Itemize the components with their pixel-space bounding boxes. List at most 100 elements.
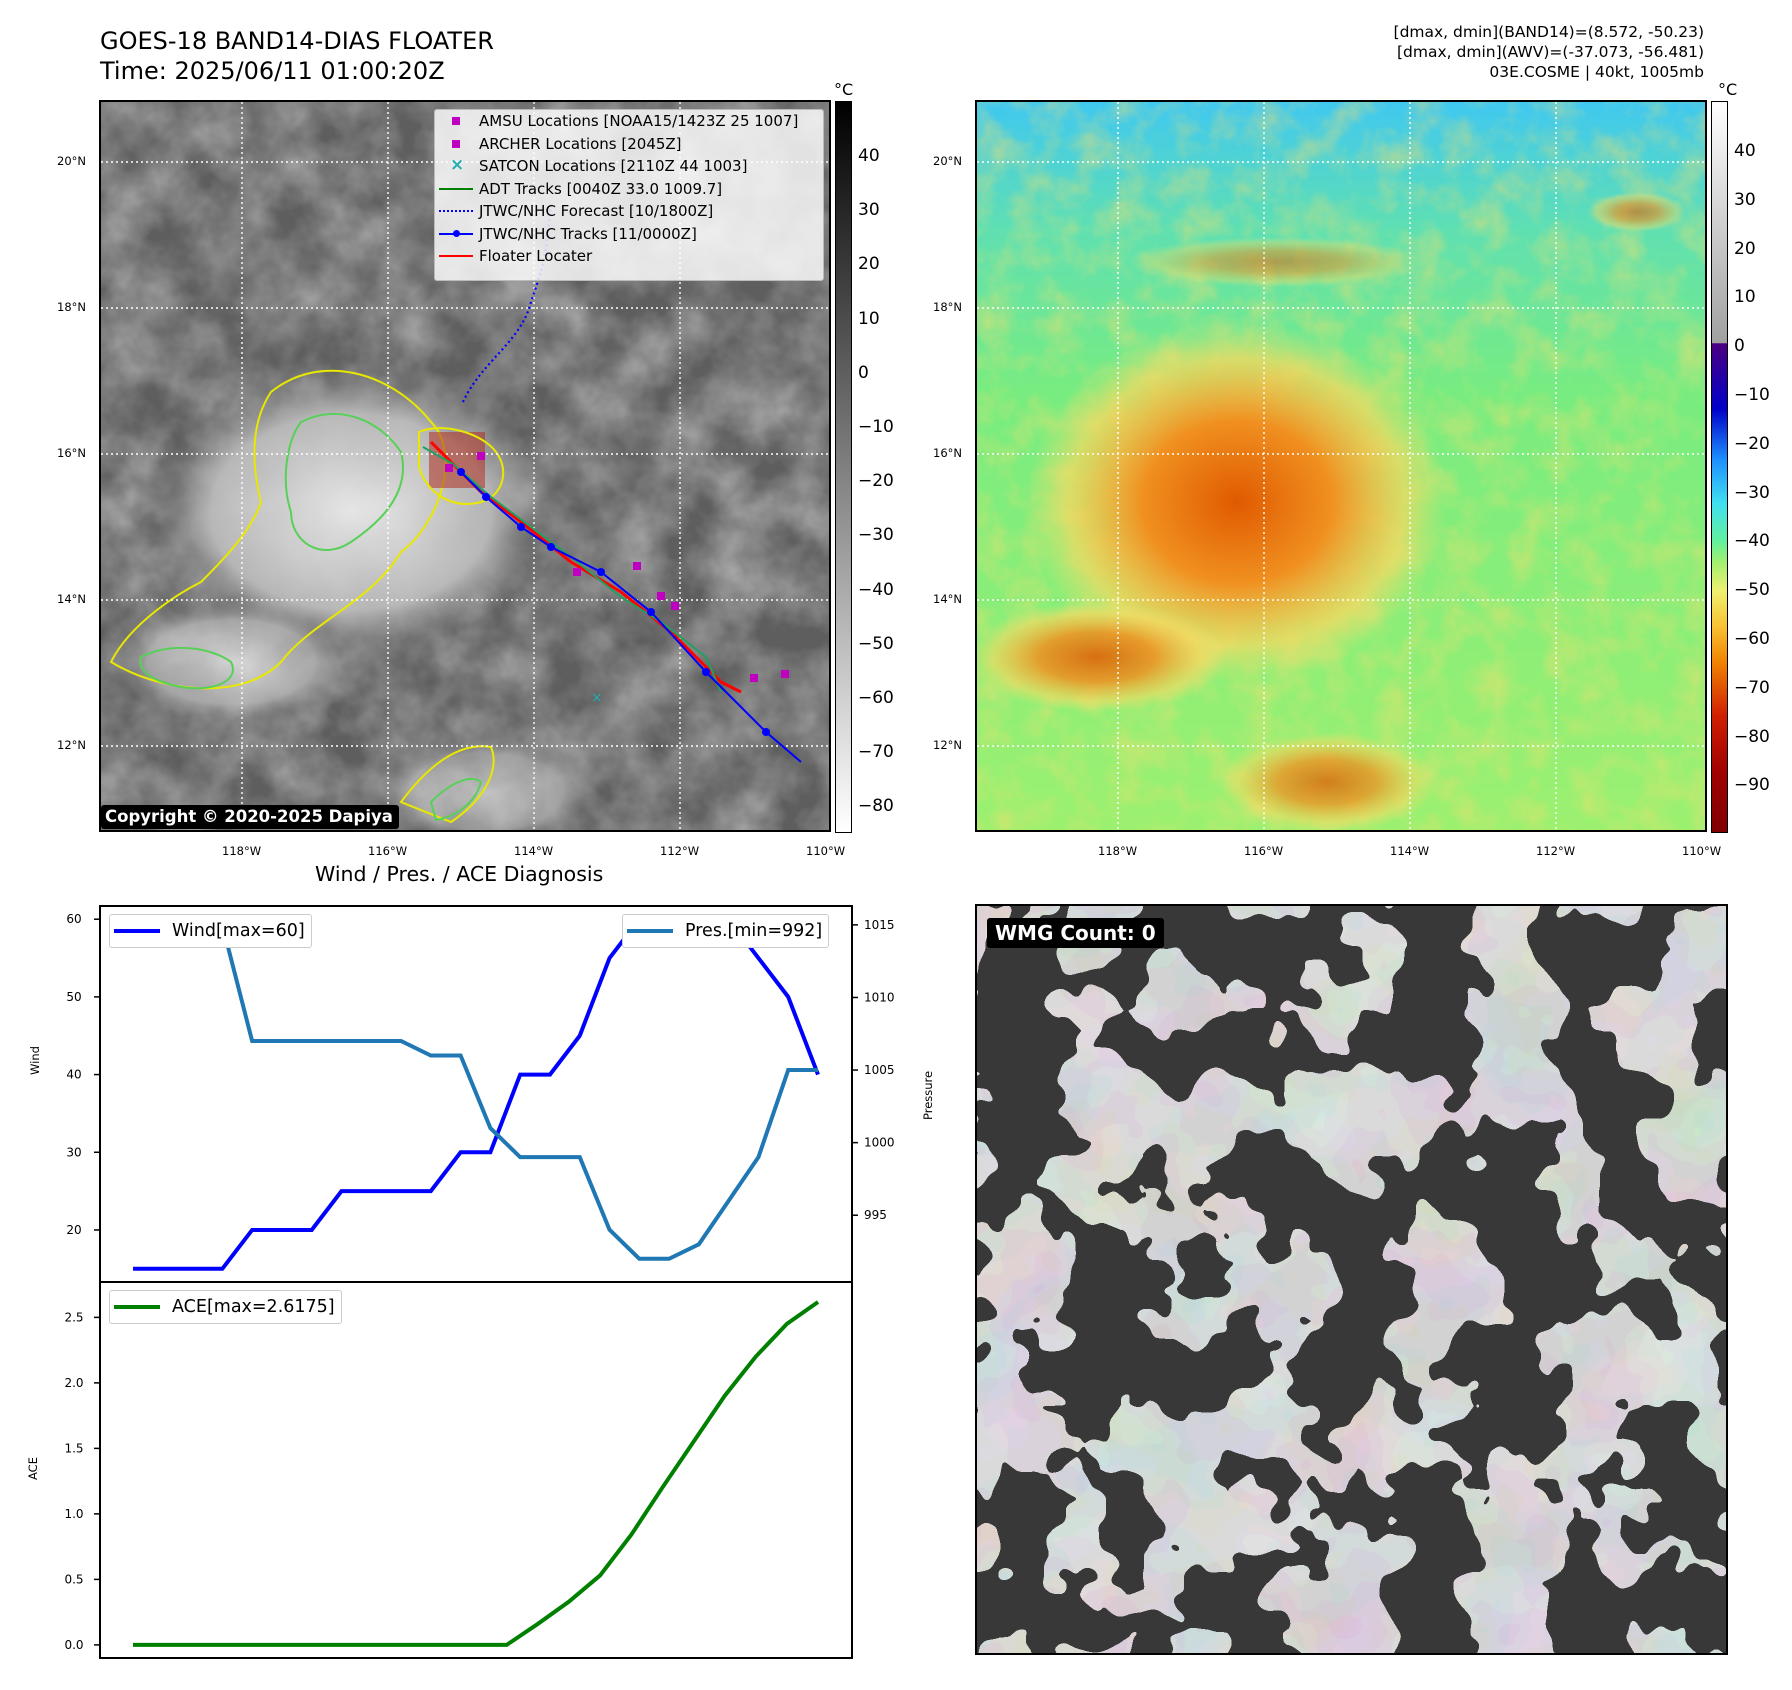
ir-legend-label: Floater Locater — [479, 247, 593, 266]
ir-legend-item: × SATCON Locations [2110Z 44 1003] — [435, 155, 823, 178]
ace-axis-label: ACE — [26, 1457, 40, 1480]
pressure-ytick-label: 1010 — [864, 990, 895, 1004]
ir-colorbar-tick: −50 — [858, 633, 894, 654]
pressure-ytick-label: 1005 — [864, 1063, 895, 1077]
info-awv: [dmax, dmin](AWV)=(-37.073, -56.481) — [1397, 43, 1704, 61]
wv-colorbar-tick: 30 — [1734, 189, 1756, 210]
wind-axis-label: Wind — [28, 1046, 42, 1075]
ir-colorbar-tick: −20 — [858, 471, 894, 492]
ir-colorbar-tick: −70 — [858, 742, 894, 763]
ir-lon-tick: 116°W — [368, 844, 408, 858]
ir-legend-item: ARCHER Locations [2045Z] — [435, 133, 823, 156]
diagnosis-title: Wind / Pres. / ACE Diagnosis — [315, 862, 604, 886]
wv-colorbar-tick: 40 — [1734, 141, 1756, 161]
ir-lat-tick: 18°N — [57, 300, 86, 314]
wv-lon-tick: 112°W — [1536, 844, 1576, 858]
ir-legend-label: AMSU Locations [NOAA15/1423Z 25 1007] — [479, 112, 799, 131]
ir-colorbar-tick: −40 — [858, 579, 894, 600]
ir-lat-tick: 14°N — [57, 592, 86, 606]
wind-legend-swatch — [114, 929, 160, 933]
wv-colorbar-tick: −80 — [1734, 726, 1770, 747]
ir-colorbar-tick: −80 — [858, 796, 894, 817]
ir-legend-item: Floater Locater — [435, 245, 823, 268]
ir-map-panel: × AMSU Locations [NOAA15/1423Z 25 1007] A… — [99, 100, 831, 832]
ir-colorbar-tick: −30 — [858, 525, 894, 546]
wv-lon-tick: 118°W — [1098, 844, 1138, 858]
ir-legend-item: AMSU Locations [NOAA15/1423Z 25 1007] — [435, 110, 823, 133]
svg-text:×: × — [591, 690, 603, 706]
ir-legend: AMSU Locations [NOAA15/1423Z 25 1007] ARC… — [434, 109, 824, 281]
ace-ytick-label: 0.5 — [64, 1572, 83, 1586]
ir-colorbar-unit: °C — [834, 80, 854, 99]
wind-ytick-label: 50 — [66, 990, 81, 1004]
wind-ytick-label: 20 — [66, 1223, 81, 1237]
wv-lon-tick: 114°W — [1390, 844, 1430, 858]
wmg-image — [977, 906, 1726, 1653]
ir-legend-symbol — [439, 223, 473, 245]
wind-legend: Wind[max=60] — [109, 914, 312, 948]
ace-ytick-label: 2.0 — [64, 1376, 83, 1390]
ace-ytick-label: 0.0 — [64, 1638, 83, 1652]
wv-lat-tick: 20°N — [933, 154, 962, 168]
ace-axes — [99, 1281, 853, 1659]
wv-colorbar-tick: 10 — [1734, 287, 1756, 308]
chart-timestamp: Time: 2025/06/11 01:00:20Z — [100, 57, 445, 85]
ir-lat-tick: 20°N — [57, 154, 86, 168]
pressure-axis-label: Pressure — [921, 1070, 935, 1120]
ace-ytick-label: 1.0 — [64, 1507, 83, 1521]
wv-colorbar-tick: −10 — [1734, 385, 1770, 405]
ir-colorbar-tick: −60 — [858, 688, 894, 708]
wv-map-image — [977, 102, 1705, 830]
info-band14: [dmax, dmin](BAND14)=(8.572, -50.23) — [1393, 23, 1704, 41]
ir-colorbar-tick: 0 — [858, 362, 869, 383]
wv-colorbar-tick: 20 — [1734, 238, 1756, 259]
wind-ytick-label: 30 — [66, 1145, 81, 1159]
ir-legend-item: ADT Tracks [0040Z 33.0 1009.7] — [435, 178, 823, 201]
wv-lon-tick: 116°W — [1244, 844, 1284, 858]
wv-lat-tick: 16°N — [933, 446, 962, 460]
wv-colorbar-tick: −90 — [1734, 775, 1770, 796]
ir-legend-symbol — [439, 133, 473, 155]
ir-colorbar-tick: −10 — [858, 417, 894, 437]
ir-lon-tick: 110°W — [806, 844, 846, 858]
pressure-legend-swatch — [627, 929, 673, 933]
pressure-legend-label: Pres.[min=992] — [685, 921, 823, 941]
wv-colorbar-tick: −20 — [1734, 433, 1770, 454]
wind-legend-label: Wind[max=60] — [172, 921, 305, 941]
pressure-series-line — [133, 922, 818, 1261]
ir-lon-tick: 114°W — [514, 844, 554, 858]
ir-colorbar-tick: 30 — [858, 200, 880, 221]
ir-lat-tick: 16°N — [57, 446, 86, 460]
wv-colorbar-tick: −70 — [1734, 677, 1770, 698]
copyright-label: Copyright © 2020-2025 Dapiya — [101, 805, 399, 829]
wmg-panel: WMG Count: 0 — [975, 904, 1728, 1655]
ir-legend-symbol: × — [450, 155, 465, 176]
wind-ytick-label: 40 — [66, 1068, 81, 1082]
ir-legend-label: SATCON Locations [2110Z 44 1003] — [479, 157, 748, 176]
ir-legend-item: JTWC/NHC Tracks [11/0000Z] — [435, 223, 823, 246]
ir-lon-tick: 118°W — [222, 844, 262, 858]
ir-lon-tick: 112°W — [660, 844, 700, 858]
ir-colorbar — [835, 101, 852, 833]
ir-lat-tick: 12°N — [57, 738, 86, 752]
ace-legend-label: ACE[max=2.6175] — [172, 1297, 335, 1317]
ir-colorbar-tick: 40 — [858, 146, 880, 166]
wv-colorbar-tick: −50 — [1734, 580, 1770, 601]
ir-legend-label: ADT Tracks [0040Z 33.0 1009.7] — [479, 179, 723, 198]
ir-legend-label: JTWC/NHC Tracks [11/0000Z] — [479, 224, 697, 243]
wv-lat-tick: 18°N — [933, 300, 962, 314]
wv-map-panel — [975, 100, 1707, 832]
wv-colorbar-tick: 0 — [1734, 336, 1745, 357]
wv-colorbar-tick: −40 — [1734, 531, 1770, 552]
ir-colorbar-tick: 10 — [858, 308, 880, 329]
wv-lon-tick: 110°W — [1682, 844, 1722, 858]
wv-colorbar-tick: −60 — [1734, 629, 1770, 649]
wv-lat-tick: 14°N — [933, 592, 962, 606]
ir-legend-label: JTWC/NHC Forecast [10/1800Z] — [479, 202, 714, 221]
ace-series-line — [133, 1300, 820, 1647]
pressure-ytick-label: 1015 — [864, 918, 895, 932]
ir-legend-symbol — [439, 110, 473, 132]
ir-legend-symbol — [439, 245, 473, 267]
wv-colorbar-unit: °C — [1718, 80, 1738, 99]
pressure-ytick-label: 995 — [864, 1208, 887, 1222]
